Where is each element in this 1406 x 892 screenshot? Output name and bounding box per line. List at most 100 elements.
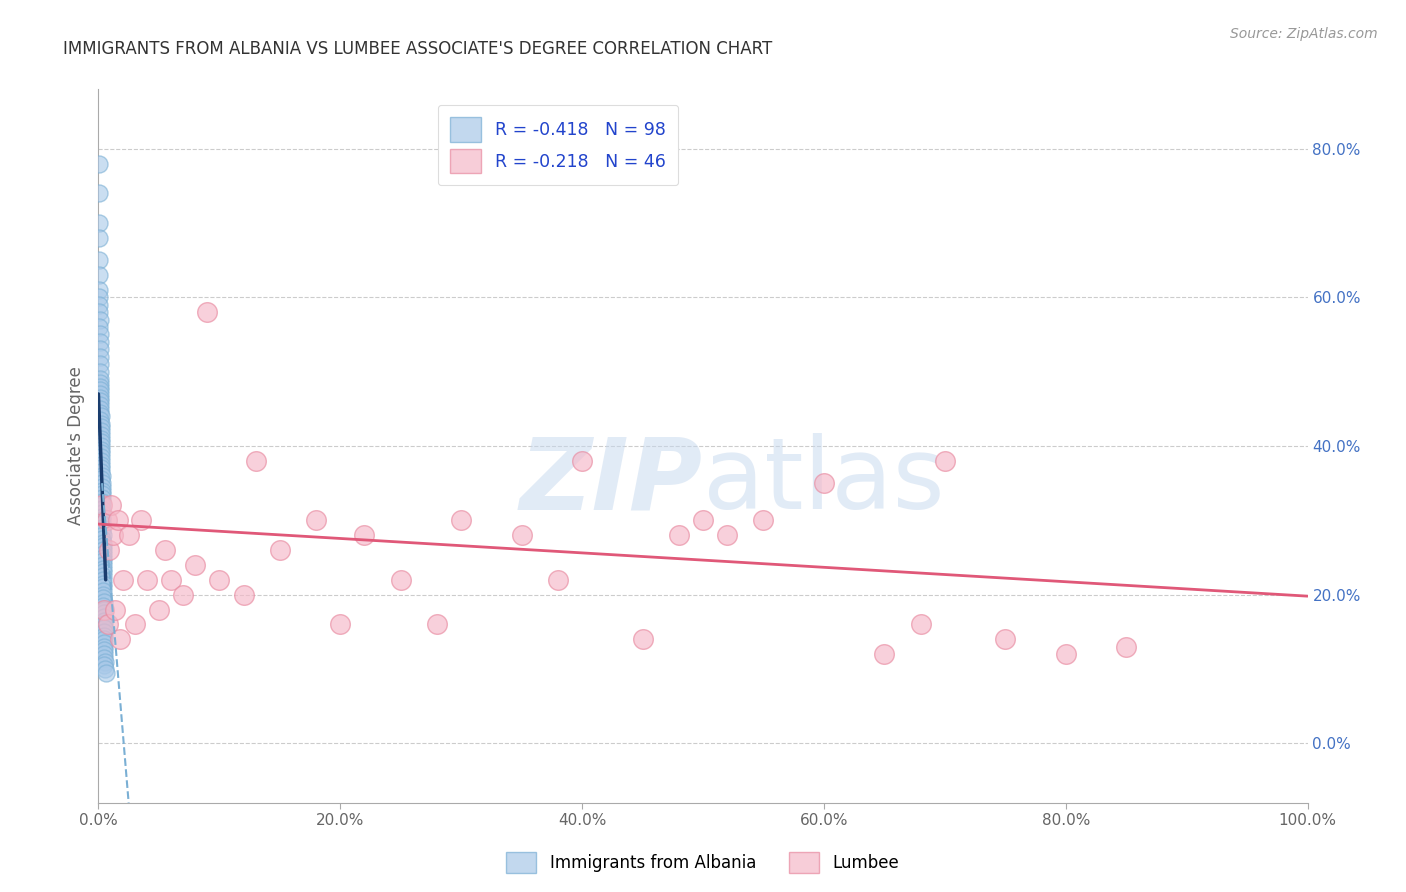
Point <box>91 524 114 539</box>
Point <box>91 558 114 572</box>
Point <box>89 343 111 357</box>
Point <box>93 610 115 624</box>
Point <box>89 394 111 409</box>
Point <box>245 454 267 468</box>
Point <box>89 312 111 326</box>
Point <box>91 499 114 513</box>
Point <box>91 566 114 580</box>
Point <box>89 357 111 371</box>
Point <box>93 617 115 632</box>
Point <box>93 636 115 650</box>
Point <box>98 543 121 558</box>
Point <box>89 327 111 342</box>
Point <box>389 573 412 587</box>
Point <box>90 487 112 501</box>
Point <box>195 305 218 319</box>
Point <box>692 513 714 527</box>
Point <box>160 573 183 587</box>
Text: ZIP: ZIP <box>520 434 703 530</box>
Point <box>269 543 291 558</box>
Point <box>91 554 114 568</box>
Point <box>93 640 115 654</box>
Point <box>934 454 956 468</box>
Point <box>96 513 118 527</box>
Point <box>89 372 111 386</box>
Point <box>90 468 112 483</box>
Text: IMMIGRANTS FROM ALBANIA VS LUMBEE ASSOCIATE'S DEGREE CORRELATION CHART: IMMIGRANTS FROM ALBANIA VS LUMBEE ASSOCI… <box>63 40 772 58</box>
Point <box>1115 640 1137 654</box>
Point <box>90 442 112 457</box>
Point <box>89 391 111 405</box>
Point <box>153 543 176 558</box>
Point <box>752 513 775 527</box>
Point <box>91 521 114 535</box>
Point <box>547 573 569 587</box>
Point <box>129 513 152 527</box>
Point <box>716 528 738 542</box>
Point <box>93 643 115 657</box>
Point <box>135 573 157 587</box>
Point <box>118 528 141 542</box>
Point <box>90 439 112 453</box>
Point <box>87 186 110 201</box>
Point <box>148 602 170 616</box>
Point <box>89 384 111 398</box>
Point <box>91 573 114 587</box>
Point <box>90 494 112 508</box>
Point <box>89 334 111 349</box>
Point <box>91 528 114 542</box>
Point <box>510 528 533 542</box>
Point <box>91 539 114 553</box>
Point <box>90 450 112 464</box>
Point <box>91 543 114 558</box>
Point <box>91 576 114 591</box>
Point <box>124 617 146 632</box>
Point <box>90 435 112 450</box>
Point <box>90 472 112 486</box>
Point <box>90 409 112 424</box>
Point <box>89 290 111 304</box>
Point <box>91 532 114 546</box>
Point <box>101 528 124 542</box>
Point <box>450 513 472 527</box>
Text: Source: ZipAtlas.com: Source: ZipAtlas.com <box>1230 27 1378 41</box>
Point <box>108 632 131 647</box>
Point <box>90 483 112 498</box>
Point <box>93 602 115 616</box>
Point <box>90 465 112 479</box>
Point <box>93 588 115 602</box>
Point <box>232 588 254 602</box>
Point <box>93 614 115 628</box>
Point <box>910 617 932 632</box>
Point <box>91 509 114 524</box>
Point <box>90 502 112 516</box>
Point <box>90 446 112 460</box>
Point <box>89 298 111 312</box>
Point <box>208 573 231 587</box>
Point <box>329 617 352 632</box>
Point <box>93 655 115 669</box>
Point <box>93 628 115 642</box>
Point <box>89 350 111 364</box>
Point <box>426 617 449 632</box>
Point <box>107 513 129 527</box>
Point <box>89 305 111 319</box>
Point <box>89 379 111 393</box>
Point <box>813 476 835 491</box>
Point <box>87 231 110 245</box>
Point <box>93 651 115 665</box>
Point <box>93 580 115 594</box>
Point <box>1054 647 1077 661</box>
Point <box>94 662 117 676</box>
Point <box>172 588 194 602</box>
Point <box>91 583 114 598</box>
Point <box>91 562 114 576</box>
Point <box>87 156 110 170</box>
Point <box>90 417 112 431</box>
Point <box>91 535 114 549</box>
Point <box>87 216 110 230</box>
Point <box>91 550 114 565</box>
Point <box>873 647 896 661</box>
Point <box>91 513 114 527</box>
Point <box>305 513 328 527</box>
